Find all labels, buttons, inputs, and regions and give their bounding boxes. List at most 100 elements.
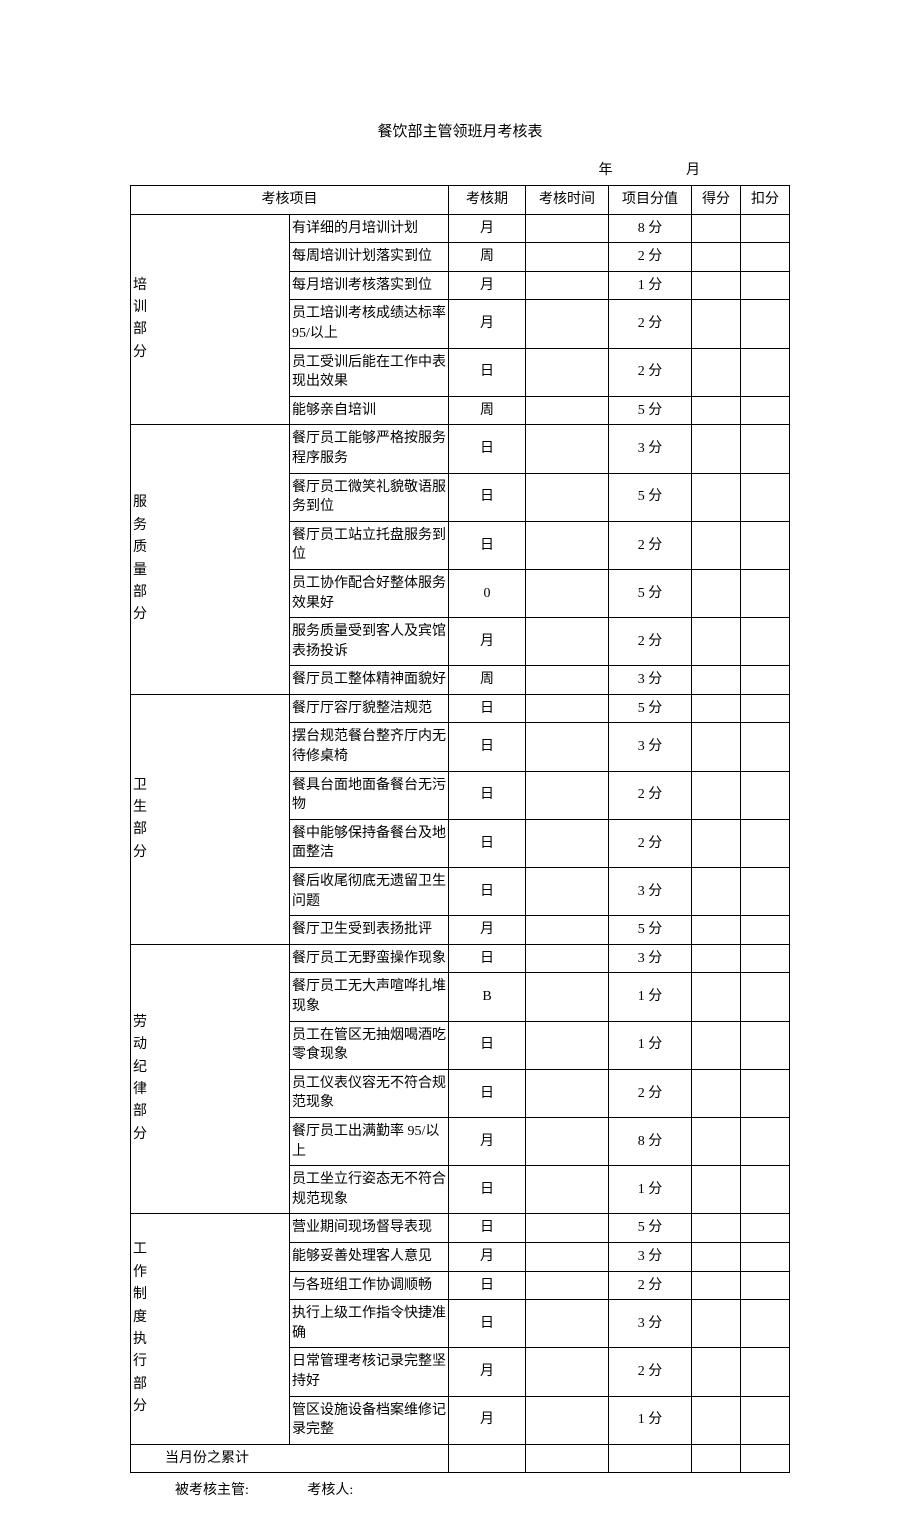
- item-cell: 员工在管区无抽烟喝酒吃零食现象: [290, 1021, 449, 1069]
- score-cell: [692, 1242, 741, 1271]
- time-cell: [526, 300, 609, 348]
- assessment-table: 考核项目 考核期 考核时间 项目分值 得分 扣分 培训部分有详细的月培训计划月8…: [130, 185, 790, 1473]
- item-cell: 执行上级工作指令快捷准确: [290, 1300, 449, 1348]
- item-cell: 员工坐立行姿态无不符合规范现象: [290, 1166, 449, 1214]
- deduct-cell: [741, 1117, 790, 1165]
- table-row: 劳动纪律部分餐厅员工无野蛮操作现象日3 分: [131, 944, 790, 973]
- period-cell: 月: [449, 1396, 526, 1444]
- deduct-cell: [741, 569, 790, 617]
- value-cell: 1 分: [609, 1166, 692, 1214]
- item-cell: 有详细的月培训计划: [290, 214, 449, 243]
- value-cell: 2 分: [609, 1348, 692, 1396]
- deduct-cell: [741, 1396, 790, 1444]
- time-cell: [526, 694, 609, 723]
- score-cell: [692, 521, 741, 569]
- period-cell: 月: [449, 618, 526, 666]
- deduct-cell: [741, 1242, 790, 1271]
- item-cell: 能够亲自培训: [290, 396, 449, 425]
- item-cell: 营业期间现场督导表现: [290, 1214, 449, 1243]
- value-cell: 2 分: [609, 618, 692, 666]
- subtotal-label: 当月份之累计: [131, 1444, 449, 1473]
- score-cell: [692, 819, 741, 867]
- period-cell: 日: [449, 868, 526, 916]
- score-cell: [692, 271, 741, 300]
- score-cell: [692, 1166, 741, 1214]
- period-cell: 月: [449, 1242, 526, 1271]
- value-cell: 3 分: [609, 944, 692, 973]
- deduct-cell: [741, 300, 790, 348]
- time-cell: [526, 1242, 609, 1271]
- item-cell: 员工协作配合好整体服务效果好: [290, 569, 449, 617]
- score-cell: [692, 473, 741, 521]
- value-cell: 1 分: [609, 1021, 692, 1069]
- time-cell: [526, 271, 609, 300]
- item-cell: 餐厅员工整体精神面貌好: [290, 666, 449, 695]
- deduct-cell: [741, 243, 790, 272]
- score-cell: [692, 723, 741, 771]
- group-label: 劳动纪律部分: [131, 944, 290, 1214]
- deduct-cell: [741, 1021, 790, 1069]
- period-cell: 日: [449, 425, 526, 473]
- time-cell: [526, 618, 609, 666]
- deduct-cell: [741, 916, 790, 945]
- table-header-row: 考核项目 考核期 考核时间 项目分值 得分 扣分: [131, 186, 790, 215]
- period-cell: 日: [449, 1214, 526, 1243]
- item-cell: 日常管理考核记录完整坚持好: [290, 1348, 449, 1396]
- score-cell: [692, 973, 741, 1021]
- value-cell: 2 分: [609, 1069, 692, 1117]
- deduct-cell: [741, 1300, 790, 1348]
- deduct-cell: [741, 666, 790, 695]
- period-cell: 日: [449, 348, 526, 396]
- footer-reviewee: 被考核主管:: [175, 1479, 249, 1499]
- time-cell: [526, 1021, 609, 1069]
- table-row: 培训部分有详细的月培训计划月8 分: [131, 214, 790, 243]
- score-cell: [692, 300, 741, 348]
- subtotal-score: [692, 1444, 741, 1473]
- score-cell: [692, 1348, 741, 1396]
- header-value: 项目分值: [609, 186, 692, 215]
- date-row: 年 月: [130, 159, 790, 179]
- period-cell: 周: [449, 243, 526, 272]
- value-cell: 5 分: [609, 569, 692, 617]
- item-cell: 餐厅员工站立托盘服务到位: [290, 521, 449, 569]
- header-deduct: 扣分: [741, 186, 790, 215]
- value-cell: 2 分: [609, 819, 692, 867]
- deduct-cell: [741, 214, 790, 243]
- item-cell: 每月培训考核落实到位: [290, 271, 449, 300]
- subtotal-period: [449, 1444, 526, 1473]
- period-cell: 日: [449, 1271, 526, 1300]
- value-cell: 5 分: [609, 916, 692, 945]
- score-cell: [692, 868, 741, 916]
- header-project: 考核项目: [131, 186, 449, 215]
- period-cell: 月: [449, 214, 526, 243]
- year-label: 年: [599, 159, 613, 179]
- item-cell: 餐厅员工微笑礼貌敬语服务到位: [290, 473, 449, 521]
- time-cell: [526, 214, 609, 243]
- header-period: 考核期: [449, 186, 526, 215]
- score-cell: [692, 916, 741, 945]
- time-cell: [526, 819, 609, 867]
- document-page: 餐饮部主管领班月考核表 年 月 考核项目 考核期 考核时间 项目分值 得分 扣分…: [0, 0, 920, 1539]
- deduct-cell: [741, 868, 790, 916]
- period-cell: 日: [449, 944, 526, 973]
- period-cell: 日: [449, 1021, 526, 1069]
- period-cell: 月: [449, 1348, 526, 1396]
- deduct-cell: [741, 694, 790, 723]
- value-cell: 2 分: [609, 348, 692, 396]
- item-cell: 与各班组工作协调顺畅: [290, 1271, 449, 1300]
- score-cell: [692, 1117, 741, 1165]
- period-cell: 周: [449, 396, 526, 425]
- value-cell: 8 分: [609, 214, 692, 243]
- value-cell: 1 分: [609, 1396, 692, 1444]
- period-cell: 月: [449, 300, 526, 348]
- deduct-cell: [741, 944, 790, 973]
- score-cell: [692, 1271, 741, 1300]
- group-label: 培训部分: [131, 214, 290, 425]
- item-cell: 员工培训考核成绩达标率 95/以上: [290, 300, 449, 348]
- time-cell: [526, 521, 609, 569]
- footer-reviewer: 考核人:: [307, 1479, 353, 1499]
- item-cell: 摆台规范餐台整齐厅内无待修桌椅: [290, 723, 449, 771]
- table-row: 服务质量部分餐厅员工能够严格按服务程序服务日3 分: [131, 425, 790, 473]
- item-cell: 餐厅厅容厅貌整洁规范: [290, 694, 449, 723]
- item-cell: 餐厅员工出满勤率 95/以上: [290, 1117, 449, 1165]
